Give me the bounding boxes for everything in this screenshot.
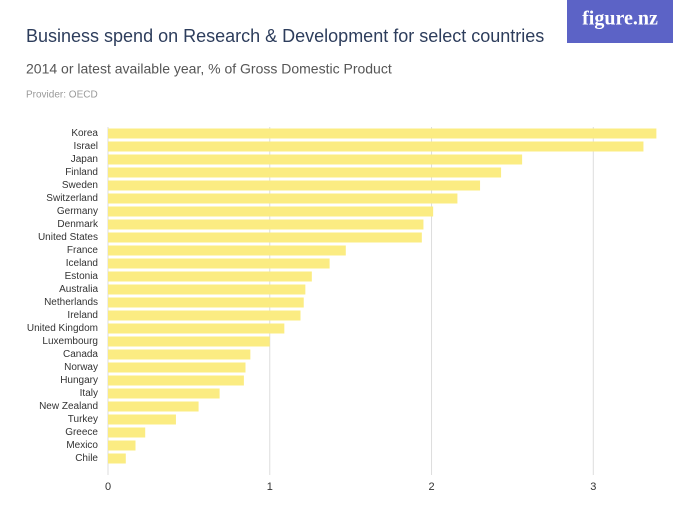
bar bbox=[108, 167, 502, 178]
bar bbox=[108, 245, 346, 256]
y-tick-label: Italy bbox=[80, 388, 98, 399]
y-tick-label: Ireland bbox=[67, 310, 98, 321]
bar bbox=[108, 388, 220, 399]
y-tick-label: Sweden bbox=[62, 180, 98, 191]
bar bbox=[108, 336, 270, 347]
bar bbox=[108, 414, 176, 425]
bar bbox=[108, 258, 330, 269]
y-tick-label: United Kingdom bbox=[27, 323, 98, 334]
y-tick-label: Japan bbox=[71, 154, 98, 165]
x-tick-label: 0 bbox=[105, 481, 111, 493]
x-tick-label: 3 bbox=[590, 481, 596, 493]
bar bbox=[108, 284, 306, 295]
y-tick-label: Greece bbox=[65, 427, 98, 438]
chart-title: Business spend on Research & Development… bbox=[26, 26, 544, 46]
bar bbox=[108, 453, 126, 464]
y-tick-label: Germany bbox=[57, 206, 98, 217]
bar bbox=[108, 440, 136, 451]
bar bbox=[108, 401, 199, 412]
x-tick-label: 1 bbox=[267, 481, 273, 493]
y-tick-label: United States bbox=[38, 232, 98, 243]
bar bbox=[108, 219, 424, 230]
bar bbox=[108, 180, 481, 191]
y-tick-label: Turkey bbox=[68, 414, 98, 425]
y-tick-label: Hungary bbox=[60, 375, 98, 386]
bar bbox=[108, 427, 146, 438]
y-tick-label: Estonia bbox=[65, 271, 99, 282]
x-tick-label: 2 bbox=[428, 481, 434, 493]
y-tick-label: Finland bbox=[65, 167, 98, 178]
bar bbox=[108, 141, 644, 152]
bar bbox=[108, 206, 434, 217]
logo-box bbox=[567, 0, 673, 43]
bar bbox=[108, 323, 285, 334]
y-tick-label: Iceland bbox=[66, 258, 98, 269]
y-tick-label: Australia bbox=[59, 284, 98, 295]
bar bbox=[108, 375, 244, 386]
y-tick-label: Korea bbox=[71, 128, 98, 139]
bar bbox=[108, 232, 422, 243]
y-tick-label: Netherlands bbox=[44, 297, 98, 308]
chart-subtitle: 2014 or latest available year, % of Gros… bbox=[26, 61, 392, 77]
y-tick-label: Israel bbox=[74, 141, 98, 152]
y-tick-label: Mexico bbox=[66, 440, 98, 451]
bar bbox=[108, 362, 246, 373]
bar bbox=[108, 297, 304, 308]
y-tick-label: Chile bbox=[75, 453, 98, 464]
bars: Korea Israel Japan Finland Sweden Switzerland… bbox=[27, 128, 657, 464]
y-tick-label: Norway bbox=[64, 362, 98, 373]
bar bbox=[108, 154, 523, 165]
bar bbox=[108, 193, 458, 204]
bar bbox=[108, 310, 301, 321]
y-tick-label: New Zealand bbox=[39, 401, 98, 412]
y-tick-label: Switzerland bbox=[46, 193, 98, 204]
y-tick-label: Luxembourg bbox=[42, 336, 98, 347]
y-tick-label: France bbox=[67, 245, 99, 256]
logo: figure.nz bbox=[582, 8, 658, 30]
bar bbox=[108, 128, 657, 139]
bar bbox=[108, 349, 251, 360]
provider: Provider: OECD bbox=[26, 90, 98, 101]
y-tick-label: Denmark bbox=[57, 219, 99, 230]
bar bbox=[108, 271, 312, 282]
y-tick-label: Canada bbox=[63, 349, 98, 360]
